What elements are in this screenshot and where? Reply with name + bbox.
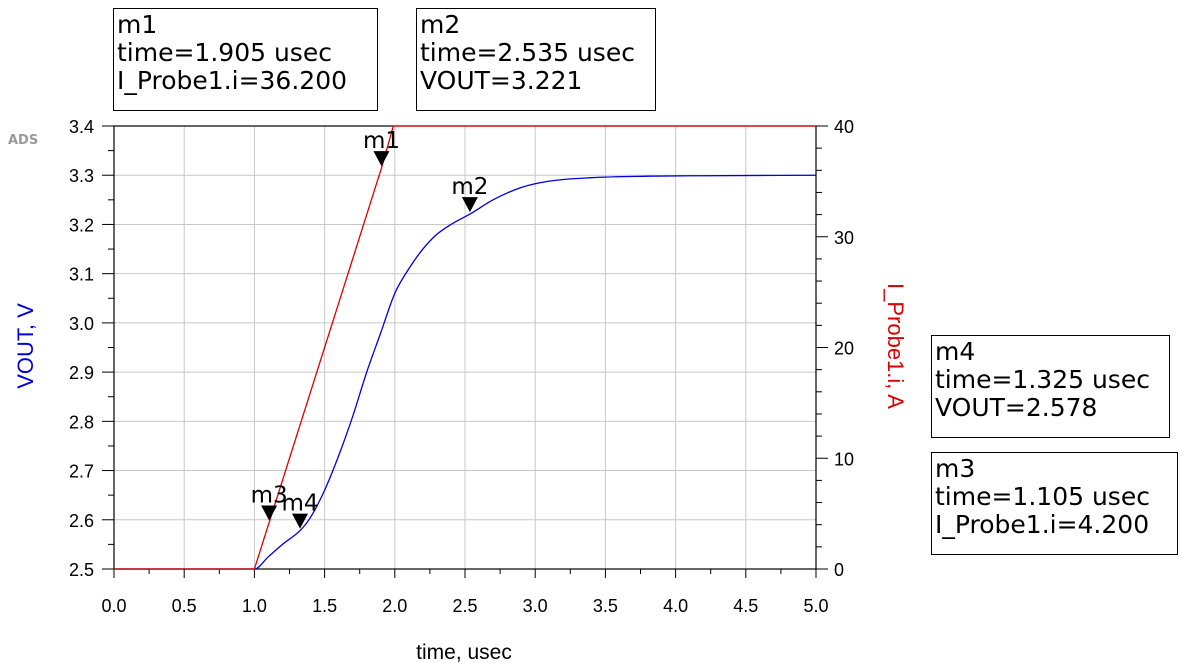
x-tick-label: 3.5 xyxy=(593,596,618,616)
marker-readout-line: m1 xyxy=(117,10,158,39)
marker-readout-line: I_Probe1.i=36.200 xyxy=(117,66,348,95)
marker-readout-m3[interactable]: m3 time=1.105 usec I_Probe1.i=4.200 xyxy=(931,452,1178,555)
y-right-tick-label: 20 xyxy=(834,339,854,359)
marker-label-m1: m1 xyxy=(363,128,400,154)
x-tick-label: 3.0 xyxy=(523,596,548,616)
y-right-axis-ticks: 0 10 20 30 40 xyxy=(816,117,854,580)
x-tick-label: 1.5 xyxy=(312,596,337,616)
y-left-tick-label: 3.0 xyxy=(69,314,94,334)
marker-label-m4: m4 xyxy=(282,491,319,517)
x-tick-label: 5.0 xyxy=(803,596,828,616)
y-right-tick-label: 30 xyxy=(834,228,854,248)
y-left-tick-label: 3.2 xyxy=(69,215,94,235)
y-left-tick-label: 3.1 xyxy=(69,265,94,285)
marker-readout-line: m3 xyxy=(935,454,976,483)
marker-readout-line: m2 xyxy=(420,10,461,39)
marker-readout-m4[interactable]: m4 time=1.325 usec VOUT=2.578 xyxy=(931,335,1170,438)
x-tick-label: 4.0 xyxy=(663,596,688,616)
x-tick-label: 4.5 xyxy=(733,596,758,616)
series-line-i-probe1-i xyxy=(114,125,816,570)
y-left-tick-label: 2.5 xyxy=(69,560,94,580)
marker-label-m3: m3 xyxy=(251,482,288,508)
series-lines xyxy=(114,125,817,570)
y-right-tick-label: 40 xyxy=(834,117,854,137)
y-left-tick-label: 2.6 xyxy=(69,511,94,531)
y-left-tick-label: 3.4 xyxy=(69,117,94,137)
y-right-axis-label: I_Probe1.i, A xyxy=(883,283,908,409)
marker-readout-line: I_Probe1.i=4.200 xyxy=(935,510,1150,539)
x-tick-label: 0.5 xyxy=(172,596,197,616)
x-tick-label: 1.0 xyxy=(242,596,267,616)
marker-readout-line: time=1.325 usec xyxy=(935,365,1150,394)
y-left-axis-label: VOUT, V xyxy=(13,303,38,389)
marker-readout-line: VOUT=3.221 xyxy=(420,66,583,95)
marker-triangle-m3 xyxy=(261,505,278,521)
y-left-tick-label: 3.3 xyxy=(69,166,94,186)
marker-readout-line: VOUT=2.578 xyxy=(935,393,1098,422)
x-tick-label: 2.0 xyxy=(382,596,407,616)
marker-readout-line: m4 xyxy=(935,337,976,366)
x-tick-label: 0.0 xyxy=(101,596,126,616)
x-tick-label: 2.5 xyxy=(452,596,477,616)
marker-triangle-m1 xyxy=(373,151,390,167)
series-line-vout xyxy=(114,174,817,570)
ads-logo: ADS xyxy=(8,133,39,148)
marker-readout-m1[interactable]: m1 time=1.905 usec I_Probe1.i=36.200 xyxy=(113,8,378,111)
marker-triangle-m2 xyxy=(461,197,478,213)
y-left-axis-ticks: 2.5 2.6 2.7 2.8 2.9 3.0 3.1 3.2 3.3 3.4 xyxy=(69,117,114,580)
y-right-tick-label: 10 xyxy=(834,449,854,469)
y-left-tick-label: 2.8 xyxy=(69,412,94,432)
marker-triangle-m4 xyxy=(292,513,309,529)
x-axis-ticks: 0.0 0.5 1.0 1.5 2.0 2.5 3.0 3.5 4.0 4.5 5.0 xyxy=(101,569,829,616)
x-axis-label: time, usec xyxy=(416,641,512,663)
y-right-tick-label: 0 xyxy=(834,560,844,580)
marker-label-m2: m2 xyxy=(451,174,488,200)
marker-readout-line: time=1.105 usec xyxy=(935,482,1150,511)
y-left-tick-label: 2.9 xyxy=(69,363,94,383)
grid-lines xyxy=(114,126,816,569)
marker-readout-line: time=2.535 usec xyxy=(420,38,635,67)
marker-readout-m2[interactable]: m2 time=2.535 usec VOUT=3.221 xyxy=(416,8,656,111)
marker-readout-line: time=1.905 usec xyxy=(117,38,332,67)
y-left-tick-label: 2.7 xyxy=(69,462,94,482)
